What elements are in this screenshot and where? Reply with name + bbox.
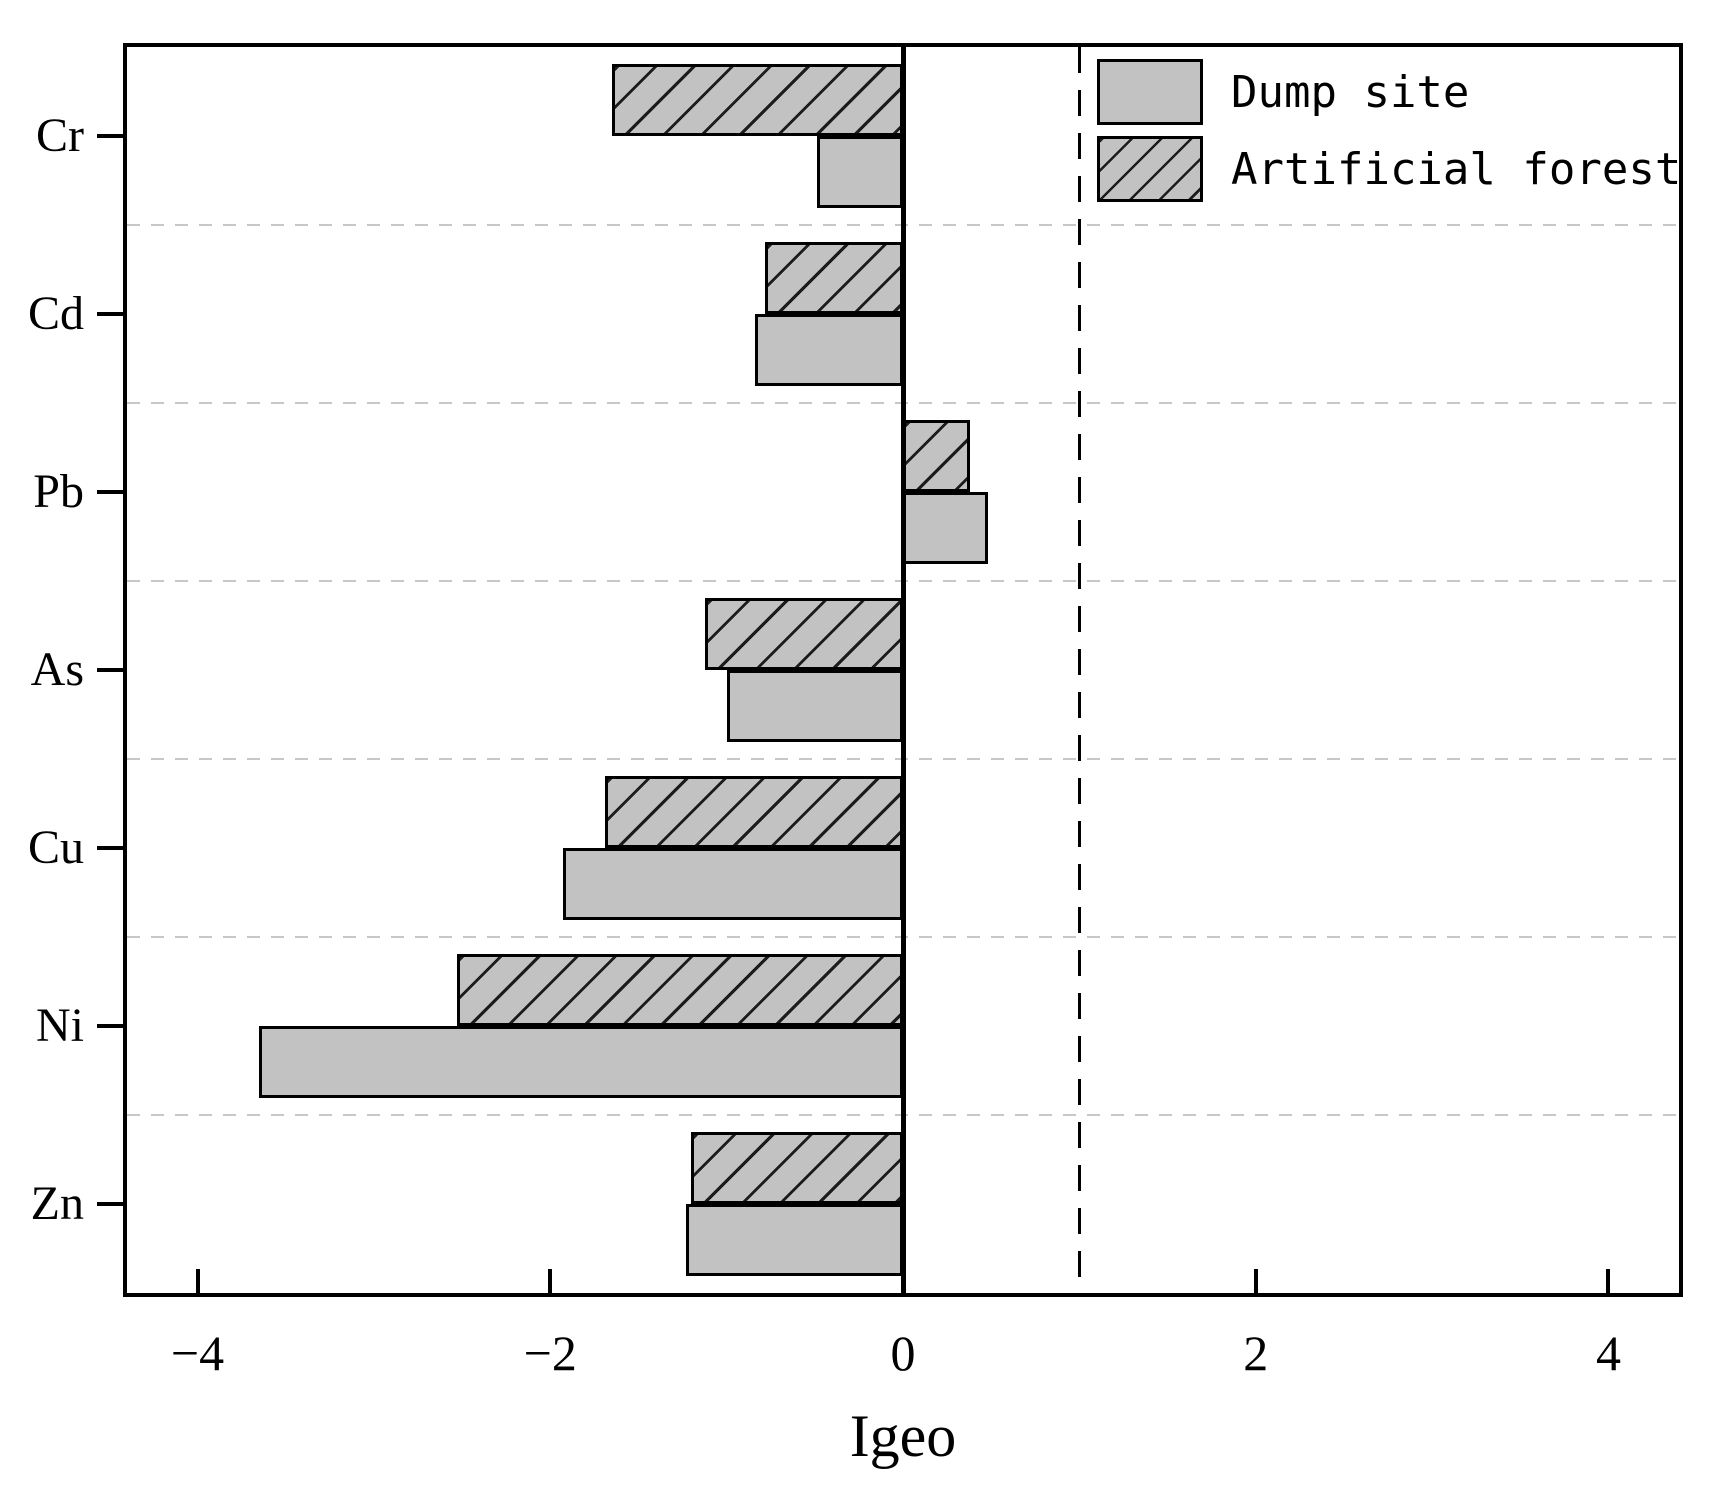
solid-swatch-icon xyxy=(1097,59,1203,125)
x-tick-layer xyxy=(127,47,1679,1293)
legend: Dump site Artificial forest xyxy=(1097,59,1681,213)
y-category-label: Cr xyxy=(36,109,84,162)
hatched-swatch-icon xyxy=(1097,136,1203,202)
bar-as-dump-site xyxy=(726,670,903,742)
bar-as-artificial-forest xyxy=(705,598,903,670)
x-tick-mark xyxy=(195,1269,200,1293)
bar-layer xyxy=(127,47,1679,1293)
plot-area: Dump site Artificial forest xyxy=(123,43,1683,1297)
y-category-label: Cd xyxy=(27,287,84,340)
x-axis-title: Igeo xyxy=(849,1403,957,1469)
legend-item-dump-site: Dump site xyxy=(1097,59,1681,125)
y-category-label: As xyxy=(30,643,84,696)
bar-ni-artificial-forest xyxy=(456,954,903,1026)
x-tick-label: −4 xyxy=(170,1325,225,1381)
y-tick-mark xyxy=(97,1202,125,1206)
y-category-label: Cu xyxy=(27,821,84,874)
bar-zn-artificial-forest xyxy=(691,1132,903,1204)
bar-zn-dump-site xyxy=(686,1204,903,1276)
bar-ni-dump-site xyxy=(259,1026,903,1098)
x-tick-label: 4 xyxy=(1595,1325,1621,1381)
y-tick-mark xyxy=(97,846,125,850)
x-tick-label: 0 xyxy=(890,1325,916,1381)
x-tick-label: −2 xyxy=(523,1325,577,1381)
x-tick-mark xyxy=(1253,1269,1258,1293)
y-tick-mark xyxy=(97,134,125,138)
bar-cd-dump-site xyxy=(754,314,903,386)
legend-label: Dump site xyxy=(1231,66,1470,118)
x-tick-mark xyxy=(548,1269,553,1293)
y-category-label: Pb xyxy=(33,465,84,518)
y-tick-mark xyxy=(97,668,125,672)
x-tick-label: 2 xyxy=(1243,1325,1269,1381)
legend-label: Artificial forest xyxy=(1231,143,1682,195)
y-tick-mark xyxy=(97,1024,125,1028)
bar-pb-artificial-forest xyxy=(903,420,971,492)
zero-axis-line xyxy=(900,47,906,1293)
igeo-threshold-dashed-line xyxy=(1077,47,1081,1293)
bar-cu-artificial-forest xyxy=(604,776,903,848)
bar-cr-artificial-forest xyxy=(612,64,903,136)
y-category-label: Ni xyxy=(36,999,84,1052)
x-tick-mark xyxy=(1606,1269,1611,1293)
x-tick-mark xyxy=(901,1269,905,1293)
legend-item-artificial-forest: Artificial forest xyxy=(1097,136,1681,202)
y-category-label: Zn xyxy=(30,1177,84,1230)
bar-cu-dump-site xyxy=(562,848,903,920)
y-tick-mark xyxy=(97,312,125,316)
y-tick-mark xyxy=(97,490,125,494)
